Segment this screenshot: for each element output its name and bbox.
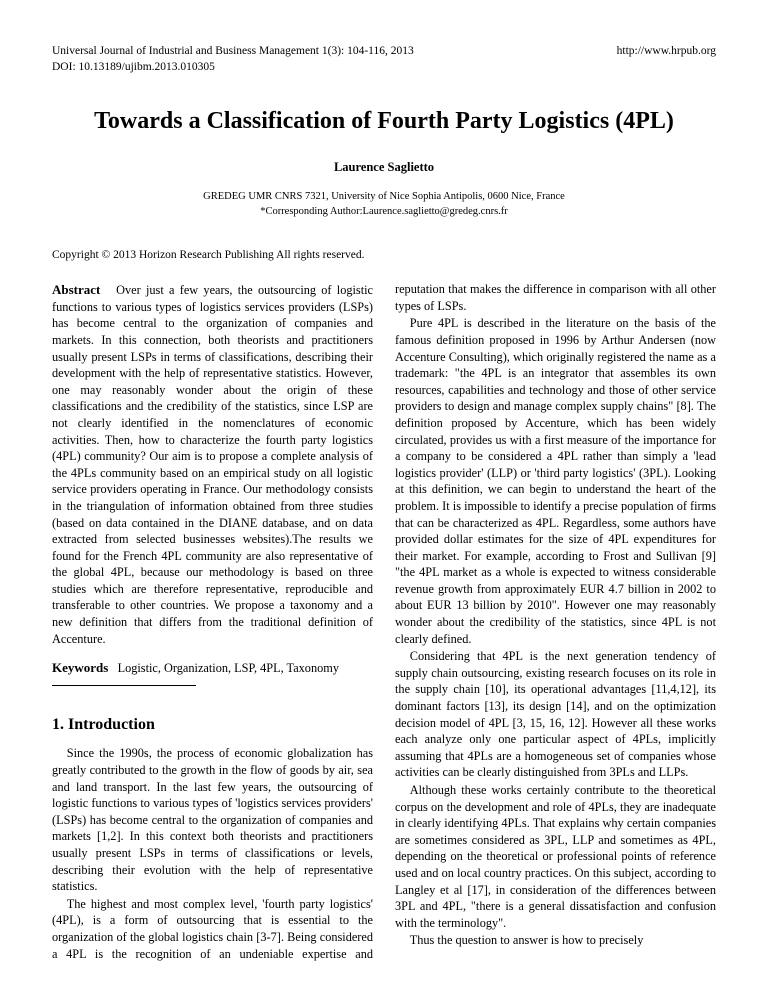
page-header: Universal Journal of Industrial and Busi… [52, 44, 716, 75]
divider [52, 685, 196, 686]
intro-p4: Considering that 4PL is the next generat… [395, 648, 716, 781]
body-columns: Abstract Over just a few years, the outs… [52, 281, 716, 962]
author-name: Laurence Saglietto [52, 159, 716, 176]
affil-line-1: GREDEG UMR CNRS 7321, University of Nice… [52, 190, 716, 205]
header-url: http://www.hrpub.org [617, 44, 716, 75]
intro-p6: Thus the question to answer is how to pr… [395, 932, 716, 949]
copyright-line: Copyright © 2013 Horizon Research Publis… [52, 248, 716, 264]
keywords-block: Keywords Logistic, Organization, LSP, 4P… [52, 659, 373, 677]
abstract-label: Abstract [52, 282, 100, 297]
journal-line: Universal Journal of Industrial and Busi… [52, 44, 414, 60]
section-1-heading: 1. Introduction [52, 714, 373, 736]
abstract-block: Abstract Over just a few years, the outs… [52, 281, 373, 647]
intro-p5: Although these works certainly contribut… [395, 782, 716, 931]
keywords-text: Logistic, Organization, LSP, 4PL, Taxono… [118, 661, 339, 675]
affil-line-2: *Corresponding Author:Laurence.saglietto… [52, 205, 716, 220]
keywords-label: Keywords [52, 660, 108, 675]
intro-p3: Pure 4PL is described in the literature … [395, 315, 716, 647]
intro-p1: Since the 1990s, the process of economic… [52, 745, 373, 894]
paper-title: Towards a Classification of Fourth Party… [52, 105, 716, 137]
affiliation: GREDEG UMR CNRS 7321, University of Nice… [52, 190, 716, 219]
header-left: Universal Journal of Industrial and Busi… [52, 44, 414, 75]
abstract-text: Over just a few years, the outsourcing o… [52, 283, 373, 645]
doi-line: DOI: 10.13189/ujibm.2013.010305 [52, 60, 414, 76]
